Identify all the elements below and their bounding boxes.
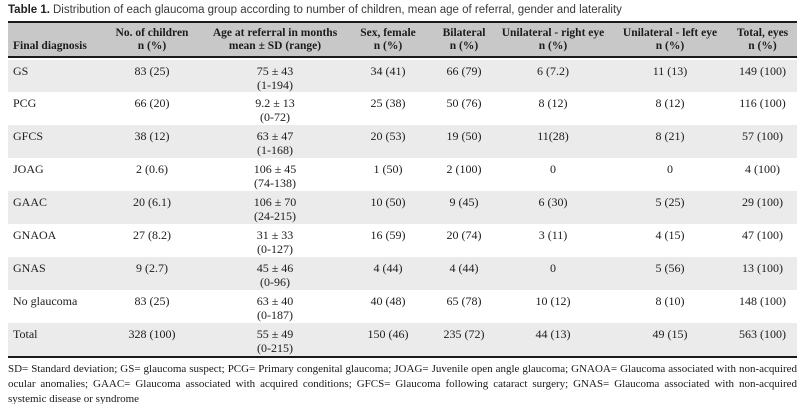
value-cell: 47 (100)	[742, 228, 783, 242]
value-cell: 0	[494, 257, 612, 290]
value-cell: 9 (45)	[434, 191, 494, 224]
diagnosis-cell: GAAC	[8, 191, 96, 224]
age-cell: 9.2 ± 13 (0-72)	[255, 96, 295, 124]
diagnosis-cell: GNAS	[8, 257, 96, 290]
age-cell: 106 ± 45 (74-138)	[253, 162, 297, 190]
value-cell: 2 (0.6)	[136, 162, 168, 176]
value-cell: 20 (6.1)	[96, 191, 208, 224]
value-cell: 83 (25)	[134, 294, 170, 308]
value-cell: 8 (12)	[538, 96, 568, 110]
value-cell: 148 (100)	[739, 294, 786, 308]
value-cell: 19 (50)	[434, 125, 494, 158]
value-cell: 6 (7.2)	[494, 58, 612, 92]
value-cell: 0	[550, 162, 556, 176]
value-cell: 11(28)	[494, 125, 612, 158]
value-cell: 66 (20)	[134, 96, 170, 110]
table-body: GS 83 (25) 75 ± 43 (1-194) 34 (41) 66 (79) 6 (…	[8, 58, 797, 356]
value-cell: 4 (15)	[655, 228, 685, 242]
age-cell: 63 ± 47 (1-168)	[208, 125, 342, 158]
value-cell: 5 (25)	[612, 191, 728, 224]
value-cell: 5 (56)	[612, 257, 728, 290]
table-row: JOAG 2 (0.6) 106 ± 45 (74-138) 1 (50) 2 (100)…	[8, 158, 797, 191]
value-cell: 29 (100)	[728, 191, 797, 224]
table-row: GFCS 38 (12) 63 ± 47 (1-168) 20 (53) 19 (50) 1…	[8, 125, 797, 158]
diagnosis-cell: GS	[8, 58, 96, 92]
glaucoma-distribution-table: Final diagnosis No. of children n (%) Age a…	[8, 21, 797, 358]
column-header: Total, eyes n (%)	[728, 21, 797, 58]
value-cell: 8 (12)	[655, 96, 685, 110]
table-row: Total 328 (100) 55 ± 49 (0-215) 150 (46) 235 …	[8, 323, 797, 356]
value-cell: 10 (12)	[535, 294, 571, 308]
column-header: No. of children n (%)	[96, 21, 208, 58]
value-cell: 116 (100)	[739, 96, 786, 110]
diagnosis-cell: GNAOA	[13, 228, 57, 242]
age-cell: 55 ± 49 (0-215)	[208, 323, 342, 356]
value-cell: 27 (8.2)	[133, 228, 171, 242]
column-header: Sex, female n (%)	[342, 21, 434, 58]
age-cell: 45 ± 46 (0-96)	[208, 257, 342, 290]
value-cell: 0	[667, 162, 673, 176]
table-number-label: Table 1.	[8, 4, 50, 16]
value-cell: 57 (100)	[728, 125, 797, 158]
value-cell: 4 (100)	[745, 162, 780, 176]
value-cell: 8 (21)	[612, 125, 728, 158]
value-cell: 328 (100)	[96, 323, 208, 356]
value-cell: 149 (100)	[728, 58, 797, 92]
table-row: GNAOA 27 (8.2) 31 ± 33 (0-127) 16 (59) 20 (74…	[8, 224, 797, 257]
table-row: GS 83 (25) 75 ± 43 (1-194) 34 (41) 66 (79) 6 (…	[8, 58, 797, 92]
value-cell: 20 (74)	[446, 228, 482, 242]
age-cell: 106 ± 70 (24-215)	[208, 191, 342, 224]
age-cell: 75 ± 43 (1-194)	[208, 58, 342, 92]
value-cell: 3 (11)	[538, 228, 568, 242]
column-header: Age at referral in months mean ± SD (rang…	[208, 21, 342, 58]
value-cell: 38 (12)	[96, 125, 208, 158]
table-row: GNAS 9 (2.7) 45 ± 46 (0-96) 4 (44) 4 (44) 0 5 (…	[8, 257, 797, 290]
value-cell: 2 (100)	[446, 162, 482, 176]
value-cell: 10 (50)	[342, 191, 434, 224]
value-cell: 20 (53)	[342, 125, 434, 158]
value-cell: 83 (25)	[96, 58, 208, 92]
diagnosis-cell: GFCS	[8, 125, 96, 158]
diagnosis-cell: PCG	[13, 96, 37, 110]
table-title: Table 1. Distribution of each glaucoma gr…	[8, 3, 797, 17]
value-cell: 150 (46)	[342, 323, 434, 356]
diagnosis-cell: JOAG	[13, 162, 44, 176]
value-cell: 9 (2.7)	[96, 257, 208, 290]
column-header: Bilateral n (%)	[434, 21, 494, 58]
value-cell: 4 (44)	[342, 257, 434, 290]
table-footnote: SD= Standard deviation; GS= glaucoma sus…	[8, 363, 797, 404]
value-cell: 8 (10)	[655, 294, 685, 308]
table-row: No glaucoma 83 (25) 63 ± 40 (0-187) 40 (48) 6…	[8, 290, 797, 323]
value-cell: 16 (59)	[370, 228, 406, 242]
value-cell: 34 (41)	[342, 58, 434, 92]
value-cell: 49 (15)	[612, 323, 728, 356]
value-cell: 11 (13)	[612, 58, 728, 92]
column-header: Unilateral - left eye n (%)	[612, 21, 728, 58]
value-cell: 40 (48)	[370, 294, 406, 308]
value-cell: 235 (72)	[434, 323, 494, 356]
value-cell: 6 (30)	[494, 191, 612, 224]
age-cell: 31 ± 33 (0-127)	[256, 228, 294, 256]
value-cell: 25 (38)	[370, 96, 406, 110]
column-header: Final diagnosis	[8, 21, 96, 58]
value-cell: 66 (79)	[434, 58, 494, 92]
diagnosis-cell: Total	[8, 323, 96, 356]
table-row: PCG 66 (20) 9.2 ± 13 (0-72) 25 (38) 50 (76) 8 …	[8, 92, 797, 125]
value-cell: 44 (13)	[494, 323, 612, 356]
value-cell: 4 (44)	[434, 257, 494, 290]
value-cell: 50 (76)	[446, 96, 482, 110]
table-row: GAAC 20 (6.1) 106 ± 70 (24-215) 10 (50) 9 (45…	[8, 191, 797, 224]
column-header: Unilateral - right eye n (%)	[494, 21, 612, 58]
value-cell: 13 (100)	[728, 257, 797, 290]
value-cell: 65 (78)	[446, 294, 482, 308]
header-row: Final diagnosis No. of children n (%) Age a…	[8, 21, 797, 58]
diagnosis-cell: No glaucoma	[13, 294, 78, 308]
table-title-text: Distribution of each glaucoma group acco…	[52, 4, 622, 16]
value-cell: 1 (50)	[373, 162, 403, 176]
value-cell: 563 (100)	[728, 323, 797, 356]
age-cell: 63 ± 40 (0-187)	[256, 294, 294, 322]
